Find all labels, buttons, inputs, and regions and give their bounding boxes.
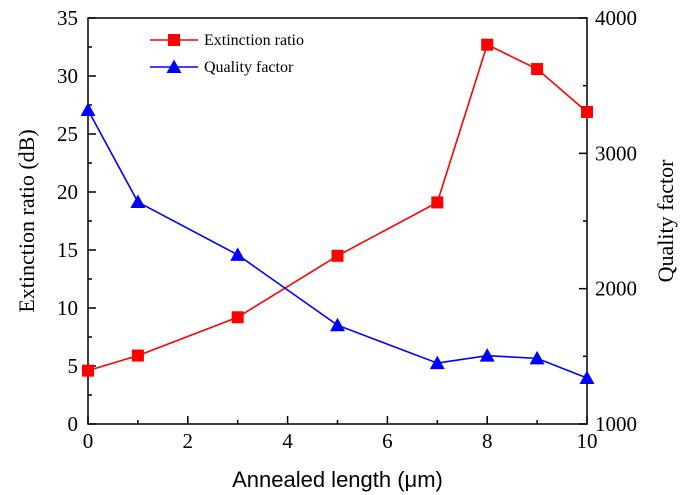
point-extinction-ratio xyxy=(231,311,244,324)
point-quality-factor xyxy=(130,194,146,209)
x-tick-label: 8 xyxy=(482,429,493,453)
series-line-extinction-ratio xyxy=(87,43,588,372)
point-quality-factor xyxy=(80,102,96,117)
left-y-tick-label: 35 xyxy=(57,6,78,30)
x-tick-label: 4 xyxy=(282,429,293,453)
point-quality-factor xyxy=(330,317,345,332)
x-tick-label: 2 xyxy=(183,429,194,453)
x-axis-title: Annealed length (μm) xyxy=(232,467,443,492)
left-y-tick-label: 0 xyxy=(68,412,79,436)
left-y-tick-label: 5 xyxy=(68,354,79,378)
right-y-tick-label: 2000 xyxy=(595,277,637,301)
point-quality-factor xyxy=(479,348,495,362)
point-extinction-ratio xyxy=(581,105,593,118)
right-y-tick-label: 4000 xyxy=(595,6,637,30)
axis-ticks xyxy=(87,17,588,425)
point-extinction-ratio xyxy=(481,38,494,51)
left-y-tick-label: 30 xyxy=(57,64,78,88)
legend-label-quality-factor: Quality factor xyxy=(204,59,294,76)
legend-marker-extinction-ratio xyxy=(168,34,180,46)
right-y-tick-label: 1000 xyxy=(595,412,637,436)
x-tick-label: 6 xyxy=(382,429,393,453)
point-quality-factor xyxy=(529,350,545,365)
point-quality-factor xyxy=(230,247,246,261)
plot-area-border xyxy=(87,17,588,425)
left-y-tick-label: 15 xyxy=(57,238,78,262)
legend: Extinction ratio Quality factor xyxy=(150,32,304,76)
point-quality-factor xyxy=(429,355,445,370)
point-extinction-ratio xyxy=(82,364,94,377)
right-y-tick-label: 3000 xyxy=(595,141,637,165)
series-line-quality-factor xyxy=(87,109,588,379)
point-extinction-ratio xyxy=(131,349,144,362)
x-tick-label: 0 xyxy=(83,429,94,453)
plot-frame xyxy=(87,17,588,425)
right-y-axis-title: Quality factor xyxy=(653,159,678,282)
legend-marker-quality-factor xyxy=(166,59,182,73)
left-y-tick-label: 25 xyxy=(57,122,78,146)
series-layer xyxy=(80,38,595,384)
x-tick-label: 10 xyxy=(577,429,598,453)
left-y-axis-title: Extinction ratio (dB) xyxy=(14,129,39,312)
legend-label-extinction-ratio: Extinction ratio xyxy=(204,32,304,49)
left-y-tick-label: 10 xyxy=(57,296,78,320)
point-extinction-ratio xyxy=(431,196,444,209)
point-quality-factor xyxy=(579,370,595,384)
axis-tick-labels: 0 2 4 6 8 10 0 5 10 15 20 25 30 35 1000 2000 3000 4000 xyxy=(57,6,637,453)
point-extinction-ratio xyxy=(531,63,544,76)
point-extinction-ratio xyxy=(331,249,344,262)
left-y-tick-label: 20 xyxy=(57,180,78,204)
